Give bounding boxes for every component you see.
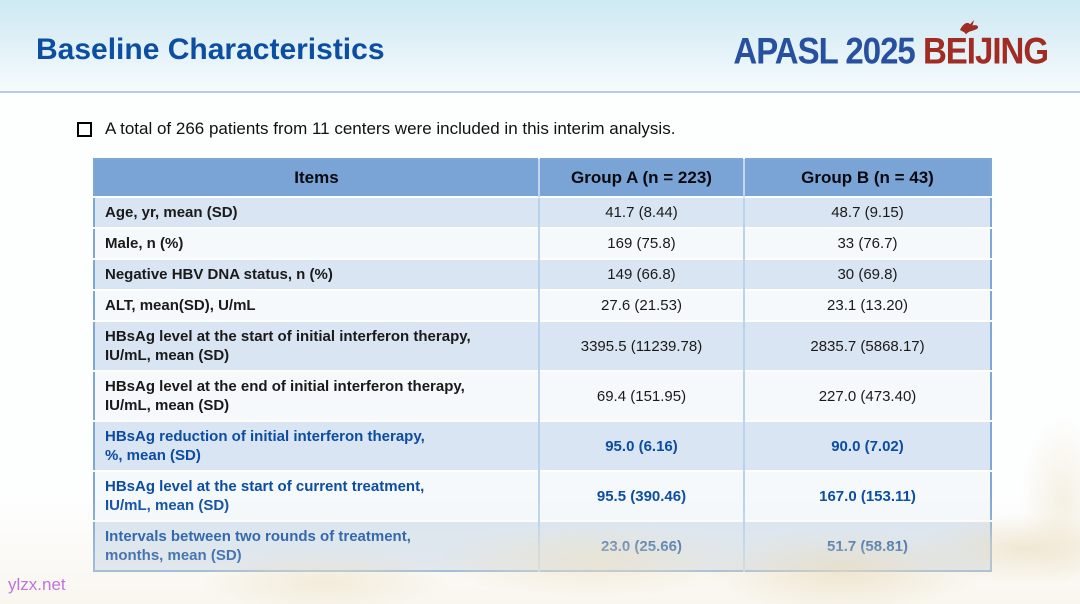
row-value-group-a: 3395.5 (11239.78) xyxy=(538,320,744,371)
row-value-group-b: 30 (69.8) xyxy=(743,258,991,290)
row-item-cell: Negative HBV DNA status, n (%) xyxy=(94,258,539,290)
page-title: Baseline Characteristics xyxy=(36,33,385,66)
background-texture-right xyxy=(990,344,1080,604)
row-item-label: %, mean (SD) xyxy=(105,447,201,464)
row-item-label: HBsAg reduction of initial interferon th… xyxy=(105,428,425,445)
bullet-text: A total of 266 patients from 11 centers … xyxy=(105,119,676,138)
logo-text-beijing: BEIJING xyxy=(922,30,1049,72)
row-value-group-b: 48.7 (9.15) xyxy=(743,196,991,228)
table-row: ALT, mean(SD), U/mL 27.6 (21.53) 23.1 (13.… xyxy=(94,289,991,321)
row-value-group-b: 167.0 (153.11) xyxy=(743,470,991,521)
row-item-label: months, mean (SD) xyxy=(105,547,242,564)
row-item-label: HBsAg level at the start of current trea… xyxy=(105,478,425,495)
row-value-group-a: 149 (66.8) xyxy=(538,258,744,290)
watermark-text: ylzx.net xyxy=(8,575,66,594)
row-value-group-b: 227.0 (473.40) xyxy=(743,370,991,421)
table-row: HBsAg reduction of initial interferon th… xyxy=(94,420,991,471)
bullet-row: A total of 266 patients from 11 centers … xyxy=(77,119,675,139)
table-row: HBsAg level at the start of initial inte… xyxy=(94,320,991,371)
table-row: HBsAg level at the end of initial interf… xyxy=(94,370,991,421)
table-row: HBsAg level at the start of current trea… xyxy=(94,470,991,521)
row-item-label: IU/mL, mean (SD) xyxy=(105,347,230,364)
baseline-characteristics-table: Items Group A (n = 223) Group B (n = 43)… xyxy=(93,158,992,572)
row-item-cell: Intervals between two rounds of treatmen… xyxy=(94,520,539,571)
table-header: Items Group A (n = 223) Group B (n = 43) xyxy=(94,159,991,197)
row-item-cell: Male, n (%) xyxy=(94,227,539,259)
row-item-cell: ALT, mean(SD), U/mL xyxy=(94,289,539,321)
row-item-label: ALT, mean(SD), U/mL xyxy=(105,297,256,314)
table-body: Age, yr, mean (SD) 41.7 (8.44) 48.7 (9.15)… xyxy=(94,196,991,571)
row-value-group-a: 95.5 (390.46) xyxy=(538,470,744,521)
row-item-label: Male, n (%) xyxy=(105,235,184,252)
row-value-group-a: 41.7 (8.44) xyxy=(538,196,744,228)
row-item-label: Intervals between two rounds of treatmen… xyxy=(105,528,411,545)
row-item-label: IU/mL, mean (SD) xyxy=(105,497,230,514)
table-row: Male, n (%) 169 (75.8) 33 (76.7) xyxy=(94,227,991,259)
logo-text-apasl: APASL 2025 xyxy=(733,30,923,72)
col-header-items: Items xyxy=(94,159,539,197)
row-value-group-a: 169 (75.8) xyxy=(538,227,744,259)
table-header-row: Items Group A (n = 223) Group B (n = 43) xyxy=(94,159,991,197)
row-item-label: HBsAg level at the end of initial interf… xyxy=(105,378,465,395)
square-bullet-icon xyxy=(77,121,92,137)
row-value-group-b: 2835.7 (5868.17) xyxy=(743,320,991,371)
row-value-group-b: 33 (76.7) xyxy=(743,227,991,259)
row-item-label: Negative HBV DNA status, n (%) xyxy=(105,266,333,283)
table-row: Intervals between two rounds of treatmen… xyxy=(94,520,991,571)
row-item-label: HBsAg level at the start of initial inte… xyxy=(105,328,471,345)
row-value-group-a: 95.0 (6.16) xyxy=(538,420,744,471)
apasl-logo: APASL 2025 BEIJING xyxy=(733,19,1049,73)
table-row: Negative HBV DNA status, n (%) 149 (66.8)… xyxy=(94,258,991,290)
row-value-group-a: 69.4 (151.95) xyxy=(538,370,744,421)
row-value-group-a: 23.0 (25.66) xyxy=(538,520,744,571)
row-value-group-b: 90.0 (7.02) xyxy=(743,420,991,471)
row-item-cell: HBsAg reduction of initial interferon th… xyxy=(94,420,539,471)
row-item-cell: HBsAg level at the start of current trea… xyxy=(94,470,539,521)
row-value-group-b: 51.7 (58.81) xyxy=(743,520,991,571)
row-item-label: Age, yr, mean (SD) xyxy=(105,204,238,221)
logo-text-beijing-wrap: BEIJING xyxy=(922,19,1049,73)
col-header-group-a: Group A (n = 223) xyxy=(538,159,744,197)
row-item-cell: Age, yr, mean (SD) xyxy=(94,196,539,228)
table-row: Age, yr, mean (SD) 41.7 (8.44) 48.7 (9.15) xyxy=(94,196,991,228)
slide-header: Baseline Characteristics APASL 2025 BEIJ… xyxy=(0,0,1080,93)
row-item-label: IU/mL, mean (SD) xyxy=(105,397,230,414)
row-value-group-b: 23.1 (13.20) xyxy=(743,289,991,321)
col-header-group-b: Group B (n = 43) xyxy=(743,159,991,197)
row-item-cell: HBsAg level at the end of initial interf… xyxy=(94,370,539,421)
row-item-cell: HBsAg level at the start of initial inte… xyxy=(94,320,539,371)
row-value-group-a: 27.6 (21.53) xyxy=(538,289,744,321)
